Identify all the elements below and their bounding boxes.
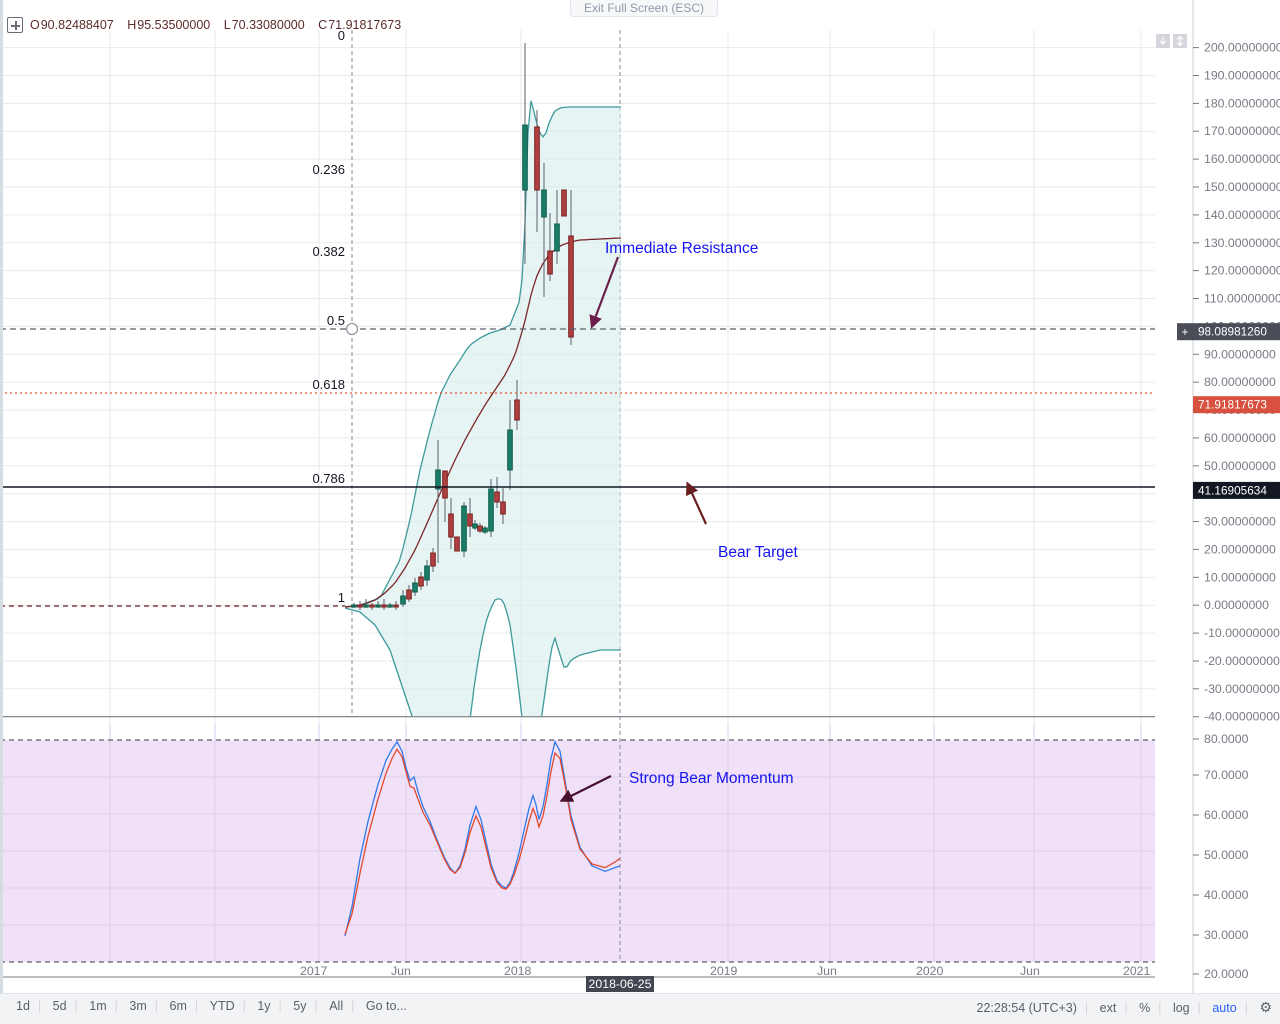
- svg-text:80.00000000: 80.00000000: [1204, 375, 1276, 389]
- svg-text:190.00000000: 190.00000000: [1204, 69, 1280, 83]
- svg-text:50.0000: 50.0000: [1204, 848, 1249, 862]
- svg-text:30.0000: 30.0000: [1204, 928, 1249, 942]
- svg-text:0.618: 0.618: [312, 377, 345, 392]
- svg-text:0.382: 0.382: [312, 244, 345, 259]
- svg-text:41.16905634: 41.16905634: [1198, 483, 1267, 497]
- svg-text:0.236: 0.236: [312, 162, 345, 177]
- svg-text:110.00000000: 110.00000000: [1204, 292, 1280, 306]
- svg-text:160.00000000: 160.00000000: [1204, 152, 1280, 166]
- svg-text:71.91817673: 71.91817673: [1198, 398, 1267, 412]
- svg-text:-20.00000000: -20.00000000: [1204, 654, 1280, 668]
- svg-text:Immediate Resistance: Immediate Resistance: [605, 240, 758, 257]
- svg-text:-10.00000000: -10.00000000: [1204, 626, 1280, 640]
- svg-text:Bear Target: Bear Target: [718, 544, 799, 561]
- svg-text:40.0000: 40.0000: [1204, 888, 1249, 902]
- svg-text:200.00000000: 200.00000000: [1204, 41, 1280, 55]
- svg-text:50.00000000: 50.00000000: [1204, 459, 1276, 473]
- svg-text:180.00000000: 180.00000000: [1204, 96, 1280, 110]
- svg-text:60.0000: 60.0000: [1204, 808, 1249, 822]
- svg-text:90.00000000: 90.00000000: [1204, 347, 1276, 361]
- svg-text:30.00000000: 30.00000000: [1204, 515, 1276, 529]
- svg-text:10.00000000: 10.00000000: [1204, 570, 1276, 584]
- svg-text:170.00000000: 170.00000000: [1204, 124, 1280, 138]
- svg-text:60.00000000: 60.00000000: [1204, 431, 1276, 445]
- svg-text:98.08981260: 98.08981260: [1198, 325, 1267, 339]
- svg-text:0.00000000: 0.00000000: [1204, 598, 1269, 612]
- svg-text:140.00000000: 140.00000000: [1204, 208, 1280, 222]
- svg-text:130.00000000: 130.00000000: [1204, 236, 1280, 250]
- svg-text:+: +: [1182, 325, 1189, 339]
- svg-text:80.0000: 80.0000: [1204, 732, 1249, 746]
- svg-text:1: 1: [338, 590, 345, 605]
- svg-text:0.786: 0.786: [312, 471, 345, 486]
- svg-text:120.00000000: 120.00000000: [1204, 264, 1280, 278]
- svg-text:-40.00000000: -40.00000000: [1204, 710, 1280, 724]
- svg-text:0.5: 0.5: [327, 313, 345, 328]
- svg-text:150.00000000: 150.00000000: [1204, 180, 1280, 194]
- svg-text:-30.00000000: -30.00000000: [1204, 682, 1280, 696]
- svg-text:20.0000: 20.0000: [1204, 967, 1249, 981]
- svg-text:70.0000: 70.0000: [1204, 768, 1249, 782]
- svg-text:20.00000000: 20.00000000: [1204, 542, 1276, 556]
- svg-text:Strong Bear Momentum: Strong Bear Momentum: [629, 770, 794, 787]
